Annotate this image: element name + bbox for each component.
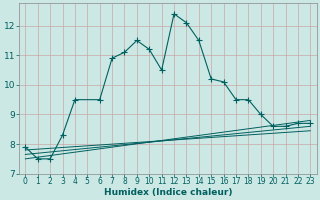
X-axis label: Humidex (Indice chaleur): Humidex (Indice chaleur) [104, 188, 232, 197]
